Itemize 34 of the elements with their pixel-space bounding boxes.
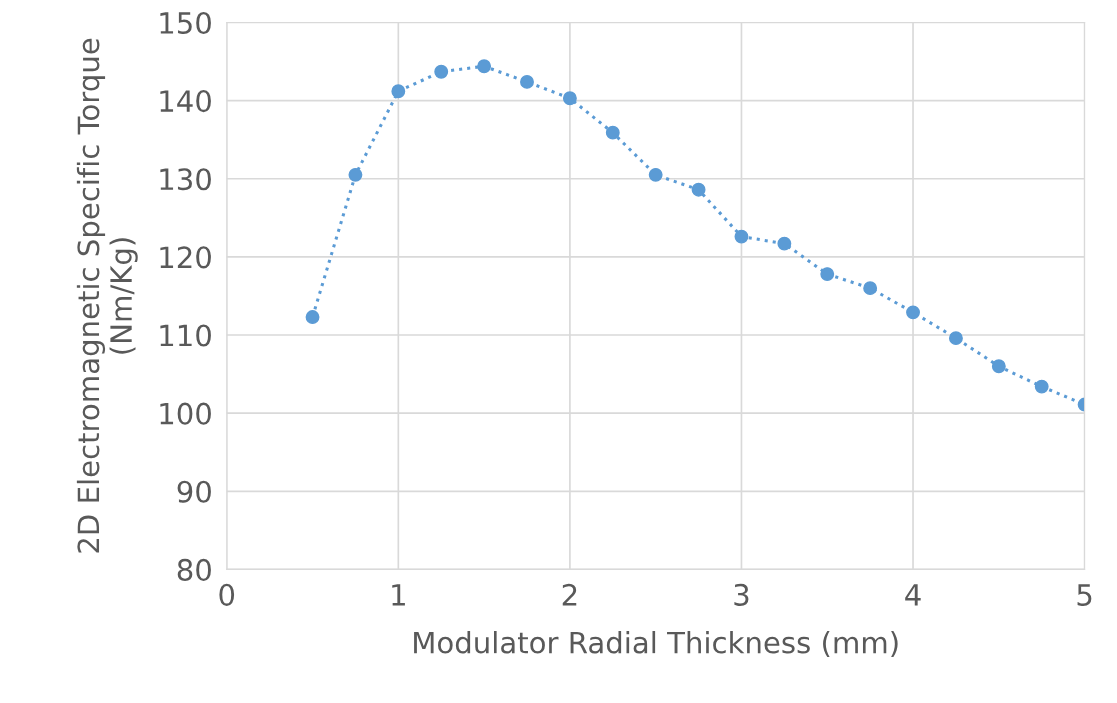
y-tick-label: 90	[177, 480, 211, 503]
point	[520, 74, 534, 89]
point	[391, 84, 406, 99]
point	[434, 64, 449, 79]
y-tick-label: 140	[160, 90, 211, 113]
y-tick-label: 80	[177, 558, 211, 581]
point	[1034, 379, 1049, 394]
point	[648, 167, 663, 182]
point	[863, 281, 878, 296]
point	[991, 359, 1006, 374]
point	[906, 305, 920, 320]
y-tick-label: 130	[160, 168, 211, 191]
y-tick-label: 150	[160, 11, 211, 34]
point	[348, 167, 363, 182]
x-tick-label: 3	[734, 583, 749, 606]
x-axis-title: Modulator Radial Thickness (mm)	[414, 630, 898, 657]
x-tick-label: 5	[1077, 584, 1092, 606]
x-tick-label: 0	[219, 583, 235, 606]
point	[734, 229, 749, 244]
y-tick-label: 100	[160, 402, 211, 425]
y-axis-title: 2D Electromagnetic Specific Torque (Nm/Kg)	[76, 38, 138, 553]
x-tick-label: 4	[905, 584, 921, 606]
x-tick-label: 2	[562, 583, 577, 606]
point	[477, 59, 492, 74]
point	[820, 267, 835, 282]
point	[562, 91, 577, 106]
point	[691, 182, 706, 197]
point	[948, 331, 963, 346]
point	[605, 125, 620, 140]
y-tick-label: 110	[160, 324, 211, 347]
point	[777, 236, 792, 251]
point	[305, 310, 320, 325]
y-tick-label: 120	[160, 246, 211, 269]
x-tick-label: 1	[392, 584, 405, 606]
